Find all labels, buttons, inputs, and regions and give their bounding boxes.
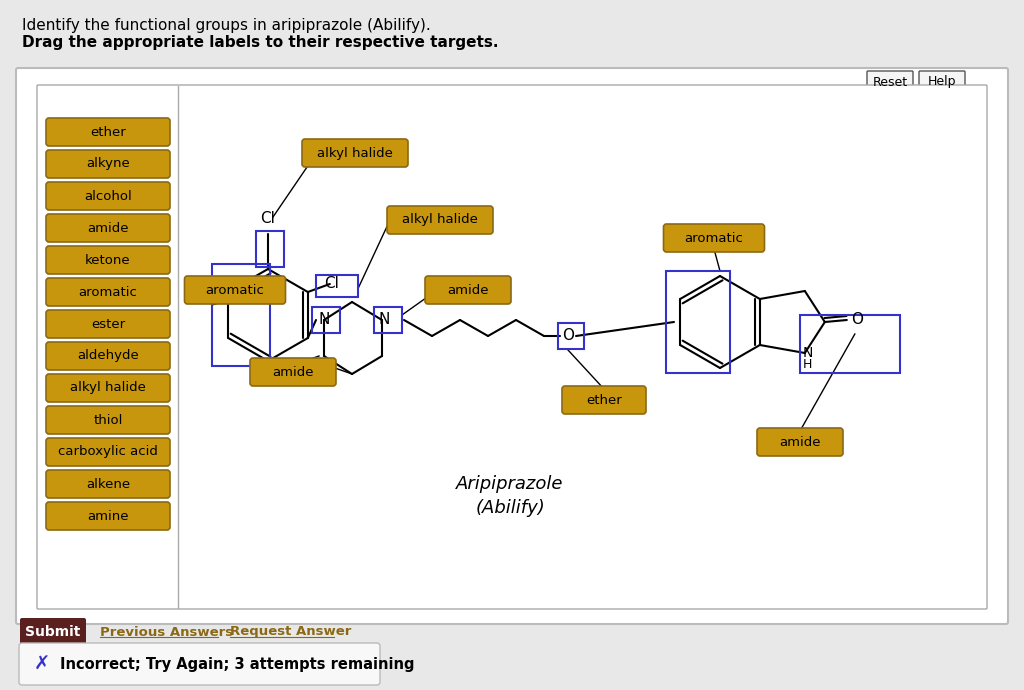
Text: Identify the functional groups in aripiprazole (Abilify).: Identify the functional groups in aripip…	[22, 18, 431, 33]
Text: ester: ester	[91, 317, 125, 331]
FancyBboxPatch shape	[46, 342, 170, 370]
Text: alcohol: alcohol	[84, 190, 132, 202]
FancyBboxPatch shape	[184, 276, 286, 304]
Text: Previous Answers: Previous Answers	[100, 626, 233, 638]
FancyBboxPatch shape	[37, 85, 987, 609]
FancyBboxPatch shape	[664, 224, 765, 252]
Text: aromatic: aromatic	[79, 286, 137, 299]
Text: alkene: alkene	[86, 477, 130, 491]
FancyBboxPatch shape	[46, 406, 170, 434]
FancyBboxPatch shape	[46, 150, 170, 178]
Text: amine: amine	[87, 509, 129, 522]
Text: aromatic: aromatic	[206, 284, 264, 297]
Text: Request Answer: Request Answer	[230, 626, 351, 638]
Text: carboxylic acid: carboxylic acid	[58, 446, 158, 458]
Text: Aripiprazole
(Abilify): Aripiprazole (Abilify)	[457, 475, 564, 517]
FancyBboxPatch shape	[867, 71, 913, 93]
FancyBboxPatch shape	[46, 246, 170, 274]
Text: alkyl halide: alkyl halide	[402, 213, 478, 226]
Text: aromatic: aromatic	[685, 232, 743, 244]
FancyBboxPatch shape	[757, 428, 843, 456]
FancyBboxPatch shape	[46, 278, 170, 306]
Text: O: O	[562, 328, 574, 344]
Text: alkyl halide: alkyl halide	[70, 382, 146, 395]
Text: alkyl halide: alkyl halide	[317, 146, 393, 159]
Text: amide: amide	[447, 284, 488, 297]
FancyBboxPatch shape	[46, 374, 170, 402]
Text: N: N	[318, 313, 330, 328]
Text: amide: amide	[87, 221, 129, 235]
FancyBboxPatch shape	[387, 206, 493, 234]
FancyBboxPatch shape	[20, 618, 86, 646]
Text: alkyne: alkyne	[86, 157, 130, 170]
FancyBboxPatch shape	[19, 643, 380, 685]
FancyBboxPatch shape	[250, 358, 336, 386]
Text: ✗: ✗	[34, 655, 50, 673]
Text: amide: amide	[779, 435, 821, 448]
Text: H: H	[803, 359, 812, 371]
FancyBboxPatch shape	[46, 118, 170, 146]
Text: Incorrect; Try Again; 3 attempts remaining: Incorrect; Try Again; 3 attempts remaini…	[60, 656, 415, 671]
Text: ether: ether	[90, 126, 126, 139]
FancyBboxPatch shape	[46, 214, 170, 242]
Text: ketone: ketone	[85, 253, 131, 266]
FancyBboxPatch shape	[919, 71, 965, 93]
FancyBboxPatch shape	[16, 68, 1008, 624]
Text: Drag the appropriate labels to their respective targets.: Drag the appropriate labels to their res…	[22, 35, 499, 50]
Text: Cl: Cl	[260, 211, 275, 226]
Text: Help: Help	[928, 75, 956, 88]
FancyBboxPatch shape	[562, 386, 646, 414]
FancyBboxPatch shape	[46, 470, 170, 498]
FancyBboxPatch shape	[46, 182, 170, 210]
Text: ether: ether	[586, 393, 622, 406]
Text: thiol: thiol	[93, 413, 123, 426]
Text: N: N	[803, 346, 813, 360]
Text: aldehyde: aldehyde	[77, 350, 139, 362]
Text: Reset: Reset	[872, 75, 907, 88]
FancyBboxPatch shape	[425, 276, 511, 304]
Text: Submit: Submit	[26, 625, 81, 639]
FancyBboxPatch shape	[302, 139, 408, 167]
FancyBboxPatch shape	[46, 310, 170, 338]
FancyBboxPatch shape	[46, 502, 170, 530]
Text: O: O	[851, 313, 863, 328]
Text: amide: amide	[272, 366, 313, 379]
FancyBboxPatch shape	[46, 438, 170, 466]
Text: N: N	[378, 313, 390, 328]
Text: Cl: Cl	[325, 277, 339, 291]
